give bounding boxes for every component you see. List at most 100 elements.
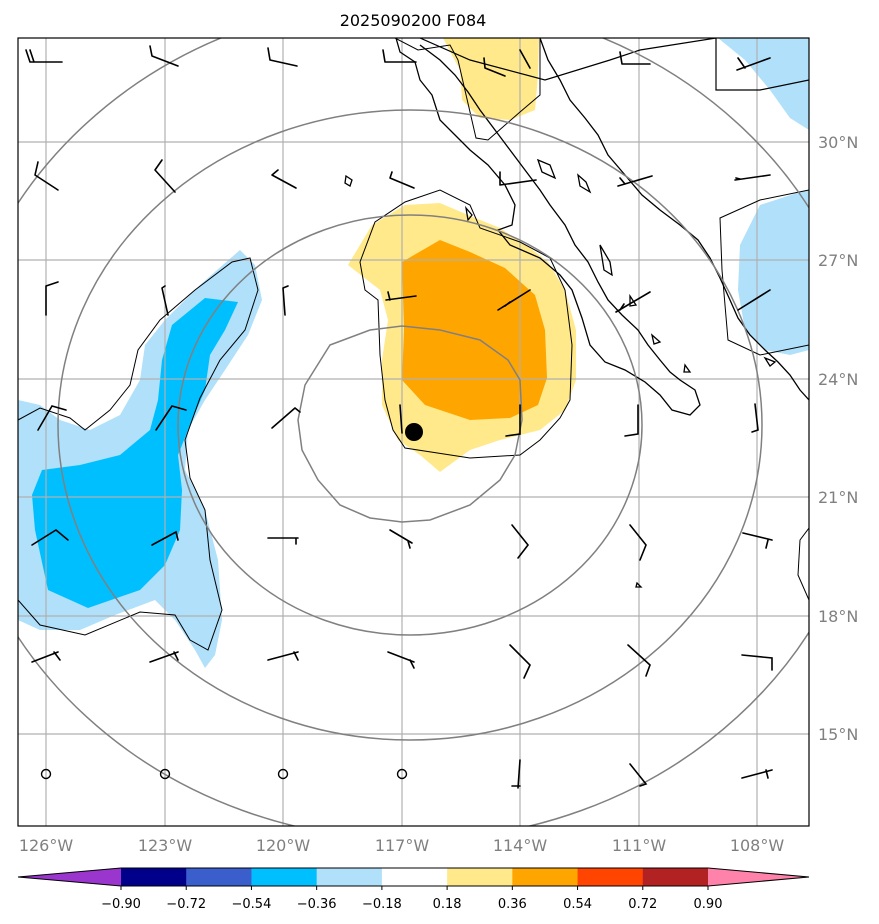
neg-anomaly-mid-west <box>32 298 238 608</box>
colorbar-segment <box>251 868 318 886</box>
colorbar-tick-label: −0.90 <box>101 897 141 912</box>
wind-barb <box>37 405 67 431</box>
colorbar-tick-label: 0.54 <box>563 897 592 912</box>
wind-barb <box>154 159 176 193</box>
calm-wind <box>396 768 408 780</box>
wind-barb <box>45 281 59 316</box>
wind-barb <box>511 524 530 559</box>
wind-barb <box>619 51 651 65</box>
colorbar-segment <box>381 868 448 886</box>
range-rings <box>18 38 809 826</box>
colorbar-tick-label: −0.18 <box>362 897 402 912</box>
chart-title: 2025090200 F084 <box>340 11 487 30</box>
wind-barb <box>151 530 179 546</box>
colorbar-extend-min <box>18 868 121 886</box>
wind-barb <box>627 644 651 677</box>
lat-label: 15°N <box>818 725 858 744</box>
wind-barb <box>389 529 413 549</box>
colorbar: −0.90 −0.72 −0.54 −0.36 −0.18 0.18 0.36 0.54 0.7… <box>17 867 810 912</box>
wind-barb <box>741 654 773 671</box>
wind-barb <box>382 49 417 63</box>
colorbar-tick-label: 0.18 <box>433 897 462 912</box>
map-area <box>18 38 809 826</box>
wind-barb <box>282 285 289 316</box>
contour-outlines <box>18 38 809 651</box>
wind-barb <box>736 57 771 71</box>
colorbar-segment <box>642 868 709 886</box>
wind-barb <box>155 405 187 431</box>
colorbar-segment <box>447 868 513 886</box>
colorbar-segment <box>316 868 383 886</box>
wind-barb <box>31 651 61 663</box>
colorbar-tick-label: 0.90 <box>694 897 723 912</box>
anomaly-fill <box>18 38 809 668</box>
wind-barb <box>267 47 298 67</box>
lat-labels: 30°N 27°N 24°N 21°N 18°N 15°N <box>818 133 858 744</box>
wind-barb <box>271 407 301 429</box>
colorbar-segment <box>186 868 252 886</box>
wind-barb <box>31 529 69 546</box>
wind-barb <box>267 651 299 661</box>
wind-barbs <box>25 45 773 789</box>
wind-barb <box>34 161 59 191</box>
wind-barb <box>624 404 639 437</box>
wind-barb <box>519 49 531 69</box>
neg-anomaly-light-northeast <box>718 38 809 130</box>
wind-barb <box>161 285 169 316</box>
wind-barb <box>389 171 415 189</box>
colorbar-tick-label: 0.36 <box>498 897 527 912</box>
neg-anomaly-light-east <box>738 190 809 355</box>
colorbar-tick-label: −0.54 <box>232 897 272 912</box>
wind-barb <box>505 404 521 437</box>
wind-barb <box>615 291 651 313</box>
lon-label: 108°W <box>730 836 785 855</box>
lat-label: 24°N <box>818 370 858 389</box>
colorbar-segment <box>577 868 644 886</box>
lat-label: 18°N <box>818 607 858 626</box>
wind-barb <box>751 403 759 433</box>
wind-barb <box>267 537 299 545</box>
colorbar-segment <box>121 868 187 886</box>
calm-wind <box>277 768 289 780</box>
lon-label: 126°W <box>19 836 74 855</box>
wind-barb <box>483 57 506 77</box>
wind-barb <box>617 175 653 187</box>
calm-wind <box>159 768 171 780</box>
wind-barb <box>734 174 771 181</box>
lon-labels: 126°W 123°W 120°W 117°W 114°W 111°W 108°… <box>19 836 785 855</box>
wind-barb <box>742 532 773 549</box>
wind-barb <box>499 171 537 186</box>
colorbar-tick-label: 0.72 <box>628 897 657 912</box>
wind-barb <box>271 169 297 189</box>
colorbar-tick-label: −0.36 <box>297 897 337 912</box>
lat-label: 30°N <box>818 133 858 152</box>
lon-label: 120°W <box>256 836 311 855</box>
lat-label: 27°N <box>818 251 858 270</box>
lat-label: 21°N <box>818 488 858 507</box>
range-ring-3 <box>57 109 763 741</box>
wind-barb <box>149 45 179 67</box>
lon-label: 111°W <box>612 836 667 855</box>
borders <box>419 38 809 91</box>
wind-barb <box>629 763 648 787</box>
colorbar-tick-label: −0.72 <box>166 897 206 912</box>
colorbar-segment <box>512 868 579 886</box>
range-ring-2 <box>177 214 643 636</box>
lon-label: 117°W <box>375 836 430 855</box>
gridlines <box>18 38 809 826</box>
storm-center-marker <box>405 423 423 441</box>
wind-barb <box>511 759 521 789</box>
pos-anomaly-mid <box>402 240 547 420</box>
lon-label: 114°W <box>493 836 548 855</box>
wind-barb <box>25 49 63 63</box>
lon-label: 123°W <box>138 836 193 855</box>
wind-barb <box>741 769 773 779</box>
wind-barb <box>387 651 415 669</box>
wind-barb <box>149 651 179 663</box>
calm-wind <box>40 768 52 780</box>
wind-barb <box>385 291 417 301</box>
wind-barb <box>629 524 647 561</box>
colorbar-extend-max <box>708 868 809 886</box>
wind-barb <box>399 404 403 434</box>
